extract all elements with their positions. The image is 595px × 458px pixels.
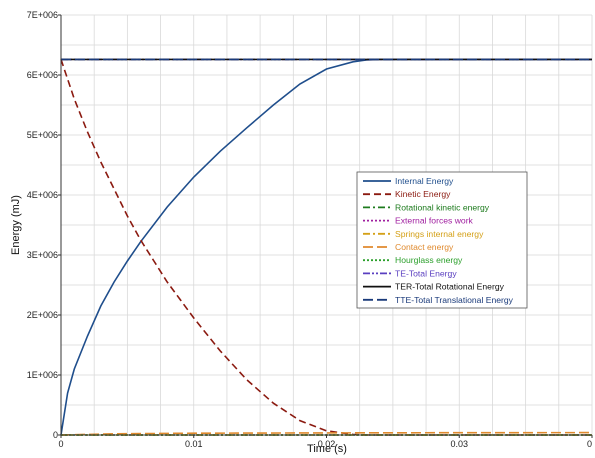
legend-label: Contact energy [395,242,454,252]
legend-label: Rotational kinetic energy [395,202,490,212]
x-tick-label: 0 [587,439,592,449]
y-tick-label: 3E+006 [27,250,58,260]
y-axis-title: Energy (mJ) [10,195,22,255]
x-axis-title: Time (s) [307,443,347,455]
y-tick-label: 2E+006 [27,310,58,320]
legend-label: External forces work [395,216,474,226]
legend-label: Kinetic Energy [395,189,451,199]
y-tick-label: 6E+006 [27,70,58,80]
x-tick-label: 0.01 [185,439,203,449]
legend-label: TTE-Total Translational Energy [395,295,514,305]
series-line-6 [60,431,593,436]
y-tick-label: 1E+006 [27,370,58,380]
x-tick-label: 0.03 [450,439,468,449]
legend: Internal Energy Kinetic Energy Rotational … [356,171,528,309]
series-line-2 [60,59,592,436]
y-tick-label: 7E+006 [27,10,58,20]
x-tick-label: 0 [58,439,63,449]
x-tick-label: 0.02 [318,439,336,449]
legend-label: TER-Total Rotational Energy [395,282,505,292]
y-tick-label: 5E+006 [27,130,58,140]
y-tick-label: 0 [53,430,58,440]
legend-label: Internal Energy [395,176,454,186]
tick-labels: 0 1E+006 2E+006 3E+006 4E+006 5E+006 6E+006 7E+… [27,10,593,449]
legend-label: Springs internal energy [395,229,484,239]
legend-label: Hourglass energy [395,255,463,265]
legend-label: TE-Total Energy [395,268,457,278]
y-tick-label: 4E+006 [27,190,58,200]
